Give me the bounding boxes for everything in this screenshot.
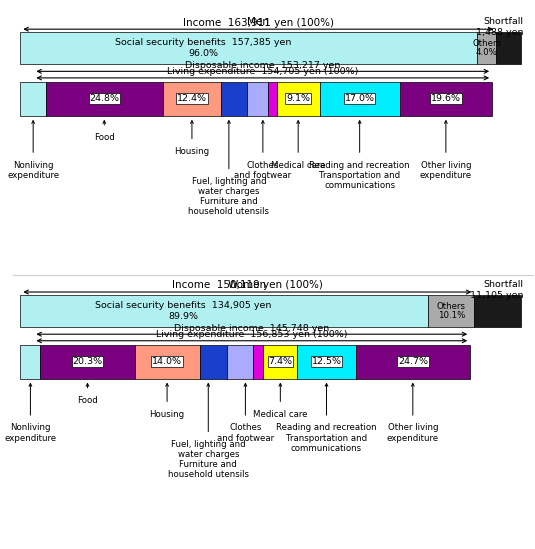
Text: Others: Others	[437, 302, 466, 311]
Text: Medical care: Medical care	[271, 161, 325, 170]
Bar	[268, 82, 277, 116]
Text: 7.4%: 7.4%	[269, 357, 292, 366]
Text: Reading and recreation
Transportation and
communications: Reading and recreation Transportation an…	[309, 161, 410, 190]
Bar	[20, 32, 477, 64]
Text: Living expenditure  154,705 yen (100%): Living expenditure 154,705 yen (100%)	[167, 68, 358, 76]
Text: Clothes
and footwear: Clothes and footwear	[234, 161, 292, 180]
Bar	[355, 345, 470, 379]
Bar	[221, 82, 247, 116]
Text: Food: Food	[77, 396, 98, 405]
Text: 24.7%: 24.7%	[398, 357, 428, 366]
Bar	[475, 295, 521, 327]
Text: Men: Men	[247, 17, 269, 27]
Bar	[20, 345, 40, 379]
Text: Medical care: Medical care	[253, 410, 308, 419]
Text: 96.0%: 96.0%	[188, 49, 218, 58]
Text: 12.5%: 12.5%	[311, 357, 341, 366]
Text: 9.1%: 9.1%	[286, 94, 310, 103]
Text: Shortfall
1,488 yen: Shortfall 1,488 yen	[476, 17, 524, 37]
Text: 89.9%: 89.9%	[169, 312, 198, 321]
Bar	[277, 82, 319, 116]
Text: Other living
expenditure: Other living expenditure	[420, 161, 472, 180]
Text: Fuel, lighting and
water charges
Furniture and
household utensils: Fuel, lighting and water charges Furnitu…	[168, 440, 249, 479]
Bar	[400, 82, 492, 116]
Text: Living expenditure  156,853 yen (100%): Living expenditure 156,853 yen (100%)	[156, 330, 348, 339]
Text: Disposable income  145,748 yen: Disposable income 145,748 yen	[174, 323, 330, 333]
Text: Food: Food	[94, 133, 114, 142]
Text: 17.0%: 17.0%	[345, 94, 374, 103]
Bar	[496, 32, 521, 64]
Text: Others: Others	[472, 39, 501, 48]
Text: Fuel, lighting and
water charges
Furniture and
household utensils: Fuel, lighting and water charges Furnitu…	[188, 177, 270, 216]
Text: Income  163,911 yen (100%): Income 163,911 yen (100%)	[183, 18, 334, 27]
Bar	[429, 295, 475, 327]
Bar	[20, 295, 429, 327]
Text: Women: Women	[228, 280, 267, 290]
Bar	[20, 82, 46, 116]
Text: Nonliving
expenditure: Nonliving expenditure	[4, 423, 57, 442]
Bar	[263, 345, 297, 379]
Text: 14.0%: 14.0%	[152, 357, 182, 366]
Text: Shortfall
11,105 yen: Shortfall 11,105 yen	[470, 280, 524, 300]
Text: Clothes
and footwear: Clothes and footwear	[217, 423, 274, 442]
Bar	[247, 82, 268, 116]
Text: Nonliving
expenditure: Nonliving expenditure	[7, 161, 59, 180]
Bar	[227, 345, 253, 379]
Bar	[135, 345, 200, 379]
Text: Housing: Housing	[149, 410, 185, 419]
Text: 24.8%: 24.8%	[89, 94, 119, 103]
Text: 12.4%: 12.4%	[177, 94, 207, 103]
Text: 4.0%: 4.0%	[476, 48, 498, 57]
Bar	[163, 82, 221, 116]
Text: 19.6%: 19.6%	[431, 94, 461, 103]
Bar	[319, 82, 400, 116]
Text: Social security benefits  157,385 yen: Social security benefits 157,385 yen	[115, 38, 292, 47]
Text: 10.1%: 10.1%	[438, 311, 465, 320]
Bar	[200, 345, 227, 379]
Text: Disposable income  153,217 yen: Disposable income 153,217 yen	[185, 61, 340, 70]
Text: Reading and recreation
Transportation and
communications: Reading and recreation Transportation an…	[276, 423, 377, 452]
Bar	[297, 345, 355, 379]
Text: Other living
expenditure: Other living expenditure	[387, 423, 439, 442]
Text: Income  150,119 yen (100%): Income 150,119 yen (100%)	[172, 281, 323, 290]
Bar	[477, 32, 496, 64]
Text: Social security benefits  134,905 yen: Social security benefits 134,905 yen	[95, 301, 272, 310]
Bar	[46, 82, 163, 116]
Text: Housing: Housing	[174, 147, 210, 156]
Bar	[40, 345, 135, 379]
Bar	[253, 345, 263, 379]
Text: 20.3%: 20.3%	[72, 357, 103, 366]
